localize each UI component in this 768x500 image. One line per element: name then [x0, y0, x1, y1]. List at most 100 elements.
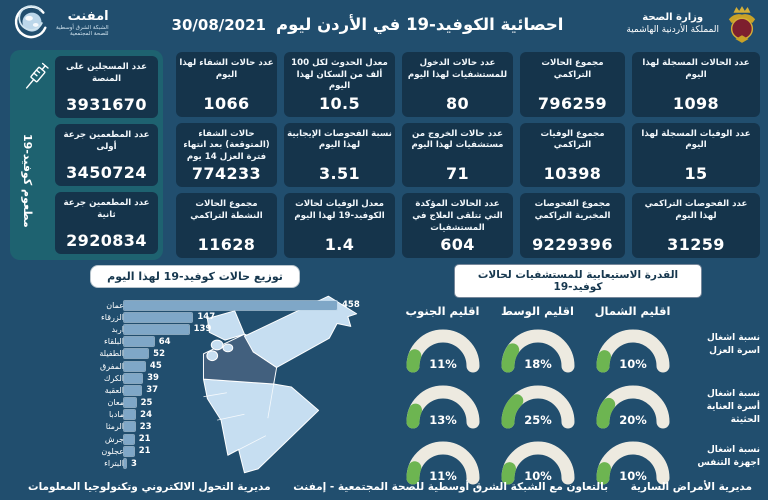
stats-grid: عدد الحالات المسجلة لهذا اليوم 1098 عدد ال…: [176, 52, 760, 259]
stat-label: مجموع الفحوصات المخبرية التراكمي: [534, 199, 611, 221]
stat-label: عدد الحالات المؤكدة التي تتلقى العلاج في…: [412, 199, 503, 233]
bar-value: 37: [146, 385, 159, 396]
stat-column: عدد الحالات المسجلة لهذا اليوم 1098 عدد ال…: [632, 52, 760, 259]
stat-column: معدل الحدوث لكل 100 ألف من السكان لهذا ا…: [284, 52, 395, 259]
jordan-map: [182, 290, 382, 482]
gauge-chart: 10%: [596, 441, 669, 485]
distribution-title: توزيع حالات كوفيد-19 لهذا اليوم: [90, 265, 300, 288]
stat-value: 3.51: [318, 164, 361, 184]
bar: [123, 445, 135, 457]
bar-value: 3: [131, 458, 137, 469]
stat-card: عدد الحالات المسجلة لهذا اليوم 1098: [632, 52, 760, 117]
page-title: احصائية الكوفيد-19 في الأردن ليوم: [275, 14, 564, 34]
gauge-chart: 18%: [501, 329, 574, 373]
stat-label: عدد الحالات المسجلة لهذا اليوم: [642, 58, 750, 80]
stat-card: عدد المطعمين جرعة ثانية 2920834: [55, 192, 158, 254]
gauge-corner-spacer: [680, 302, 762, 318]
stat-card: مجموع الفحوصات المخبرية التراكمي 9229396: [520, 193, 625, 259]
header: وزارة الصحة المملكة الأردنية الهاشمية اح…: [0, 0, 768, 46]
bar-value: 23: [139, 421, 152, 432]
bar-row: البلقاء 64: [82, 336, 390, 348]
bar-value: 21: [138, 434, 151, 445]
emphnet-text: امفنت الشبكة الشرق أوسطية للصحة المجتمعي…: [56, 9, 109, 38]
bar: [123, 336, 155, 348]
hospital-capacity-section: القدرة الاستيعابية للمستشفيات لحالات كوف…: [390, 262, 762, 485]
region-header: اقليم الوسط: [501, 304, 574, 318]
gauge-cell: 10%: [585, 430, 680, 486]
bar: [122, 311, 194, 323]
bar: [123, 323, 190, 335]
stat-card: عدد حالات الشفاء لهذا اليوم 1066: [176, 52, 277, 117]
stat-column: مجموع الحالات التراكمي 796259 مجموع الوفيا…: [520, 52, 625, 259]
distribution-section: توزيع حالات كوفيد-19 لهذا اليوم عمان 458 ا…: [82, 262, 390, 478]
stat-label: عدد المطعمين جرعة أولى: [63, 130, 150, 152]
gauge-cell: 18%: [490, 318, 585, 374]
stat-label: عدد حالات الشفاء لهذا اليوم: [179, 58, 274, 80]
stat-value: 3450724: [66, 163, 147, 182]
bar-row: الرمثا 23: [82, 421, 390, 433]
bar: [123, 360, 146, 372]
region-header: اقليم الشمال: [594, 304, 671, 318]
stat-value: 774233: [191, 164, 262, 184]
syringe-icon: [18, 60, 52, 104]
gauge-value: 10%: [619, 469, 647, 483]
bar: [123, 433, 135, 445]
stat-value: 2920834: [66, 231, 147, 250]
bar: [122, 409, 137, 421]
bar-category-label: البلقاء: [104, 337, 124, 347]
stat-label: مجموع الوفيات التراكمي: [540, 128, 605, 151]
stat-label: مجموع الحالات النشطة التراكمي: [190, 199, 263, 221]
stat-label: عدد حالات الخروج من مستشفيات لهذا اليوم: [411, 128, 504, 151]
gauge-grid: اقليم الشمال اقليم الوسط اقليم الجنوب نسبة …: [390, 302, 762, 486]
report-date: 30/08/2021: [171, 15, 266, 34]
stat-label: معدل الحدوث لكل 100 ألف من السكان لهذا ا…: [291, 58, 388, 92]
bar-row: مادبا 24: [82, 409, 390, 421]
gauge-chart: 10%: [596, 329, 669, 373]
bar-row: البتراء 3: [82, 457, 390, 470]
bar-value: 64: [158, 336, 171, 347]
bar-category-label: المفرق: [100, 361, 124, 371]
stat-card: نسبة الفحوصات الإيجابية لهذا اليوم 3.51: [284, 122, 395, 188]
bar-category-label: عجلون: [101, 446, 124, 456]
stat-card: مجموع الحالات التراكمي 796259: [520, 52, 625, 117]
stat-label: نسبة الفحوصات الإيجابية لهذا اليوم: [287, 128, 392, 151]
bar-row: الزرقاء 147: [82, 311, 390, 323]
gauge-chart: 25%: [501, 385, 574, 429]
gauge-value: 20%: [619, 413, 647, 427]
gauge-cell: 20%: [585, 374, 680, 430]
emphnet-globe-icon: [14, 5, 47, 39]
bar-value: 39: [147, 373, 159, 384]
bar-value: 458: [342, 300, 360, 311]
gauge-value: 18%: [524, 357, 552, 371]
gauge-chart: 11%: [406, 329, 479, 373]
stat-card: عدد الفحوصات التراكمي لهذا اليوم 31259: [632, 193, 760, 259]
bar: [122, 372, 144, 384]
bar-row: معان 25: [82, 397, 390, 409]
stat-value: 1.4: [324, 235, 355, 255]
bar: [123, 421, 136, 433]
stat-card: عدد حالات الدخول للمستشفيات لهذا اليوم 80: [402, 52, 513, 117]
bar-category-label: معان: [107, 398, 124, 408]
bar: [122, 384, 143, 396]
bar-value: 45: [149, 361, 162, 372]
gauge-value: 10%: [524, 469, 552, 483]
ministry-block: وزارة الصحة المملكة الأردنية الهاشمية: [626, 4, 758, 44]
ministry-name: وزارة الصحة: [642, 12, 704, 24]
bar-value: 24: [140, 409, 152, 420]
bar-category-label: الزرقاء: [101, 312, 124, 322]
bar: [122, 348, 150, 360]
bar-value: 25: [140, 397, 153, 408]
bar: [123, 458, 127, 470]
gauge-cell: 11%: [395, 430, 490, 486]
emphnet-sub2: للصحة المجتمعية: [70, 31, 109, 38]
gauge-cell: 25%: [490, 374, 585, 430]
bar-value: 52: [153, 348, 166, 359]
bar-category-label: جرش: [104, 434, 124, 444]
stat-value: 31259: [667, 235, 725, 255]
gauge-value: 11%: [429, 357, 457, 371]
bar-row: المفرق 45: [82, 360, 390, 372]
ministry-kingdom: المملكة الأردنية الهاشمية: [626, 24, 719, 35]
bar-row: الطفيلة 52: [82, 348, 390, 360]
stat-value: 9229396: [532, 235, 613, 255]
